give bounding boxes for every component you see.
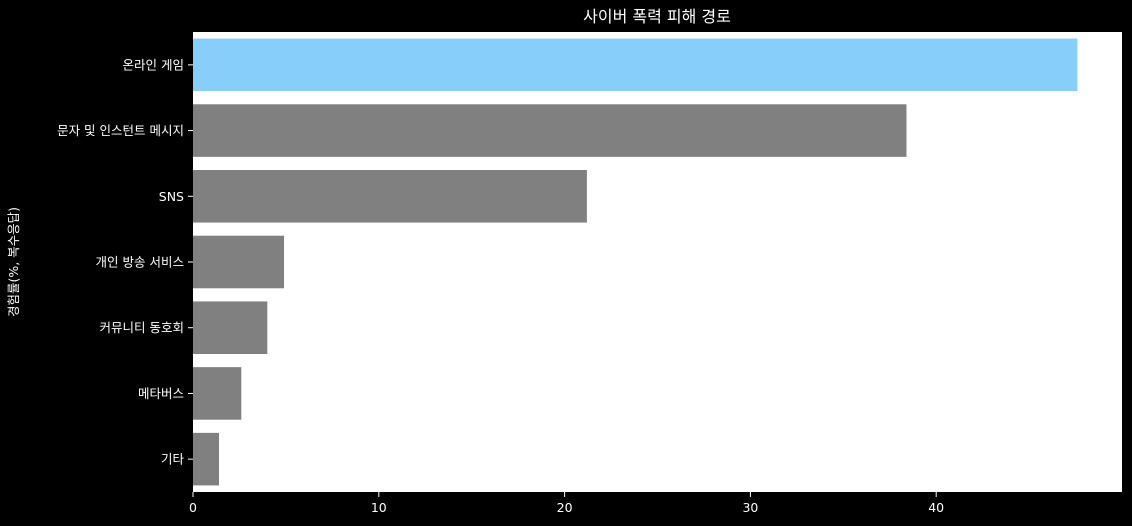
- bar: [193, 367, 242, 420]
- y-tick-label: 커뮤니티 동호회: [100, 320, 184, 335]
- y-tick-label: 온라인 게임: [123, 57, 184, 72]
- plot-area: [193, 32, 1122, 492]
- y-tick-label: 개인 방송 서비스: [96, 255, 184, 270]
- y-axis-label: 경험률(%, 복수응답): [6, 207, 21, 317]
- x-tick-label: 30: [742, 500, 758, 515]
- bar: [193, 235, 285, 289]
- y-tick-label: 메타버스: [138, 386, 184, 401]
- bar: [193, 170, 587, 223]
- x-tick-label: 10: [371, 500, 387, 515]
- x-axis: 0 10 20 30 40: [189, 492, 944, 515]
- y-tick-label: SNS: [159, 189, 184, 204]
- bar: [193, 301, 268, 354]
- x-tick-label: 40: [928, 500, 944, 515]
- bar: [193, 38, 1078, 92]
- chart-title: 사이버 폭력 피해 경로: [583, 7, 731, 26]
- bar: [193, 432, 220, 486]
- x-tick-label: 0: [189, 500, 197, 515]
- x-tick-label: 20: [557, 500, 573, 515]
- bar: [193, 104, 907, 157]
- y-tick-label: 문자 및 인스턴트 메시지: [57, 123, 184, 138]
- bars-group: [193, 38, 1078, 486]
- y-tick-label: 기타: [161, 452, 185, 467]
